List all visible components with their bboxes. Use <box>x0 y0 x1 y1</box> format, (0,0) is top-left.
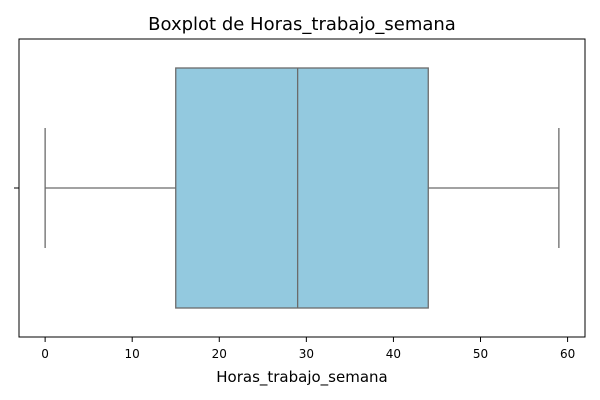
x-tick-label: 60 <box>560 347 575 361</box>
chart-title: Boxplot de Horas_trabajo_semana <box>148 14 456 35</box>
x-axis-label: Horas_trabajo_semana <box>216 368 387 387</box>
x-axis: 0 10 20 30 40 50 60 <box>41 337 575 361</box>
iqr-box <box>175 67 429 309</box>
plot-area <box>44 67 560 309</box>
x-tick-label: 40 <box>386 347 401 361</box>
x-tick-label: 20 <box>212 347 227 361</box>
x-tick-label: 50 <box>473 347 488 361</box>
x-tick-label: 0 <box>41 347 49 361</box>
x-tick-label: 10 <box>125 347 140 361</box>
x-tick-label: 30 <box>299 347 314 361</box>
